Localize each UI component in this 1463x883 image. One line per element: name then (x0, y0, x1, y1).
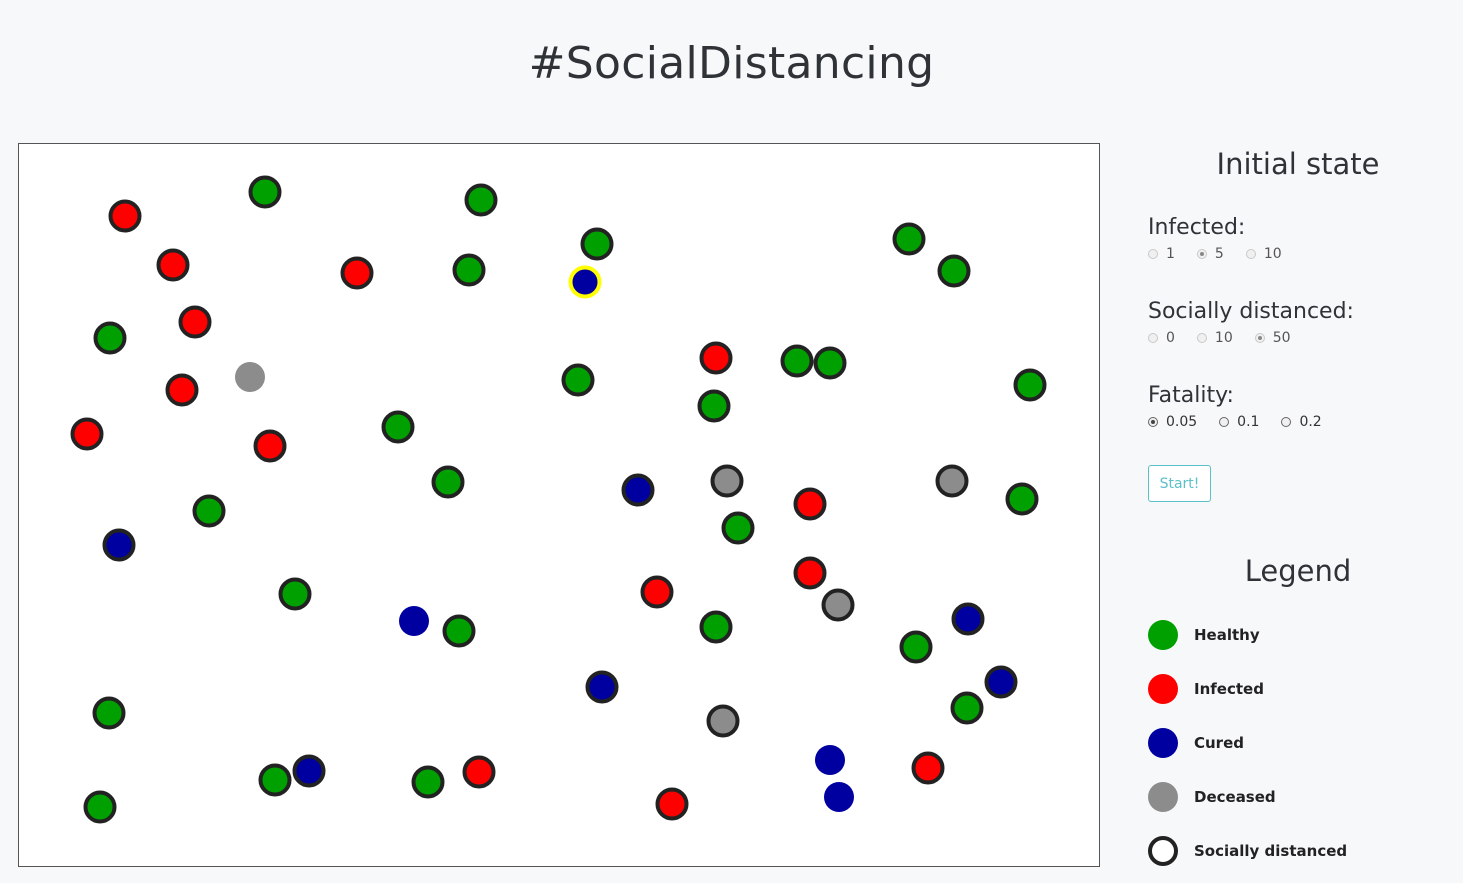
infected-option-1[interactable]: 1 (1148, 246, 1175, 262)
particle-healthy-distanced-21 (1013, 368, 1047, 402)
particle-infected-distanced-4 (340, 256, 374, 290)
legend-swatch-infected (1148, 674, 1178, 704)
distanced-option-10[interactable]: 10 (1196, 330, 1233, 346)
legend-item-infected: Infected (1148, 674, 1264, 704)
particle-healthy-distanced-50 (411, 765, 445, 799)
particle-infected-distanced-13 (165, 373, 199, 407)
particle-healthy-distanced-8 (892, 222, 926, 256)
particle-healthy-distanced-38 (699, 610, 733, 644)
particle-cured-46 (815, 745, 845, 775)
simulation-canvas (18, 143, 1100, 867)
particle-healthy-distanced-22 (697, 389, 731, 423)
legend-swatch-socially-distanced (1148, 836, 1178, 866)
infected-option-5[interactable]: 5 (1196, 246, 1224, 262)
particle-healthy-distanced-48 (258, 763, 292, 797)
particle-deceased-12 (235, 362, 265, 392)
particle-cured-distanced-31 (102, 528, 136, 562)
particle-cured-distanced-39 (951, 602, 985, 636)
legend-swatch-healthy (1148, 620, 1178, 650)
particle-healthy-distanced-19 (780, 344, 814, 378)
fatality-option-0-1[interactable]: 0.1 (1219, 414, 1259, 430)
fatality-options: 0.05 0.1 0.2 (1148, 414, 1344, 430)
fatality-option-0-2[interactable]: 0.2 (1281, 414, 1322, 430)
legend-item-healthy: Healthy (1148, 620, 1260, 650)
particle-healthy-distanced-17 (561, 363, 595, 397)
particle-infected-distanced-51 (462, 755, 496, 789)
particle-healthy-distanced-16 (381, 410, 415, 444)
particle-cured-53 (824, 782, 854, 812)
fatality-label: Fatality: (1148, 383, 1234, 408)
particle-infected-distanced-18 (699, 341, 733, 375)
particle-infected-distanced-0 (108, 199, 142, 233)
socially-distanced-options: 0 10 50 (1148, 330, 1354, 346)
particle-cured-distanced-25 (621, 473, 655, 507)
fatality-group: Fatality: 0.05 0.1 0.2 (1148, 383, 1344, 430)
particle-healthy-distanced-2 (464, 183, 498, 217)
distanced-option-50[interactable]: 50 (1254, 330, 1291, 346)
distanced-option-0[interactable]: 0 (1148, 330, 1175, 346)
particle-deceased-distanced-45 (706, 704, 740, 738)
particle-cured-distanced-41 (585, 670, 619, 704)
particle-infected-distanced-47 (911, 751, 945, 785)
fatality-option-0-05[interactable]: 0.05 (1148, 414, 1197, 430)
particle-healthy-distanced-54 (83, 790, 117, 824)
initial-state-heading: Initial state (1216, 147, 1380, 181)
particle-healthy-distanced-5 (452, 253, 486, 287)
infected-label: Infected: (1148, 215, 1246, 240)
particle-infected-distanced-52 (655, 787, 689, 821)
legend-item-deceased: Deceased (1148, 782, 1276, 812)
start-button[interactable]: Start! (1148, 465, 1211, 502)
particle-healthy-distanced-30 (721, 511, 755, 545)
particle-infected-distanced-35 (640, 575, 674, 609)
particle-infected-distanced-36 (793, 556, 827, 590)
legend-swatch-deceased (1148, 782, 1178, 812)
particle-healthy-distanced-20 (813, 346, 847, 380)
particle-healthy-distanced-9 (937, 254, 971, 288)
particle-deceased-distanced-26 (710, 464, 744, 498)
particle-cured-7 (568, 265, 602, 299)
particle-infected-distanced-15 (253, 429, 287, 463)
legend-heading: Legend (1244, 554, 1352, 588)
infected-group: Infected: 1 5 10 (1148, 215, 1304, 262)
particle-healthy-distanced-10 (93, 321, 127, 355)
particle-healthy-distanced-6 (580, 227, 614, 261)
particle-healthy-distanced-34 (442, 614, 476, 648)
particle-cured-distanced-42 (984, 665, 1018, 699)
particle-healthy-distanced-24 (192, 494, 226, 528)
legend-swatch-cured (1148, 728, 1178, 758)
particle-deceased-distanced-28 (935, 464, 969, 498)
particle-cured-distanced-49 (292, 754, 326, 788)
particle-infected-distanced-14 (70, 417, 104, 451)
legend-item-socially-distanced: Socially distanced (1148, 836, 1347, 866)
socially-distanced-label: Socially distanced: (1148, 299, 1354, 324)
page-title: #SocialDistancing (528, 38, 935, 89)
particle-healthy-distanced-29 (1005, 482, 1039, 516)
particle-healthy-distanced-40 (899, 630, 933, 664)
particle-healthy-distanced-23 (431, 465, 465, 499)
infected-options: 1 5 10 (1148, 246, 1304, 262)
particle-infected-distanced-27 (793, 487, 827, 521)
particle-healthy-distanced-32 (278, 577, 312, 611)
particle-deceased-distanced-37 (821, 588, 855, 622)
particle-infected-distanced-11 (178, 305, 212, 339)
infected-option-10[interactable]: 10 (1245, 246, 1282, 262)
legend-item-cured: Cured (1148, 728, 1244, 758)
socially-distanced-group: Socially distanced: 0 10 50 (1148, 299, 1354, 346)
particle-healthy-distanced-1 (248, 175, 282, 209)
particle-healthy-distanced-43 (950, 691, 984, 725)
particle-healthy-distanced-44 (92, 696, 126, 730)
particle-cured-33 (399, 606, 429, 636)
particle-infected-distanced-3 (156, 248, 190, 282)
